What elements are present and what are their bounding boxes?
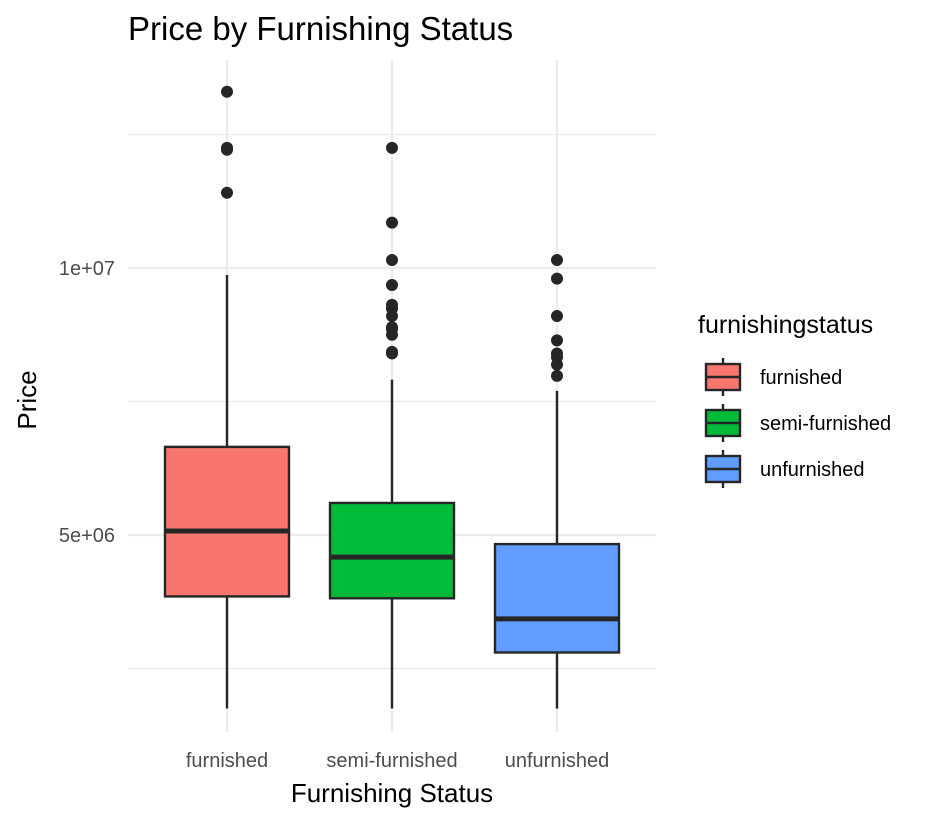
outlier-point — [551, 253, 563, 266]
legend-label: unfurnished — [760, 459, 865, 481]
iqr-box — [163, 445, 291, 598]
y-axis-ticks: 5e+06 1e+07 — [59, 258, 115, 547]
legend-key-semi-furnished — [704, 404, 742, 442]
legend-label: furnished — [760, 367, 842, 389]
y-axis-title: Price — [12, 370, 42, 429]
outlier-point — [386, 310, 398, 323]
outlier-point — [551, 358, 563, 371]
box-semi-furnished — [328, 141, 456, 709]
outlier-point — [386, 216, 398, 229]
x-axis-ticks: furnished semi-furnished unfurnished — [186, 750, 609, 772]
outlier-point — [221, 186, 233, 199]
outlier-point — [551, 334, 563, 347]
y-tick-label: 1e+07 — [59, 258, 115, 280]
x-tick-label: furnished — [186, 750, 268, 772]
legend-key-furnished — [704, 358, 742, 396]
y-tick-label: 5e+06 — [59, 525, 115, 547]
legend-label: semi-furnished — [760, 413, 891, 435]
chart-title: Price by Furnishing Status — [128, 10, 513, 47]
iqr-box — [328, 501, 456, 600]
x-axis-title: Furnishing Status — [291, 778, 493, 808]
x-tick-label: semi-furnished — [326, 750, 457, 772]
x-tick-label: unfurnished — [505, 750, 610, 772]
iqr-box — [493, 542, 621, 654]
outlier-point — [386, 328, 398, 341]
box-series — [163, 85, 621, 709]
outlier-point — [386, 347, 398, 360]
legend: furnishingstatus furnished semi-furnished… — [698, 311, 891, 488]
box-unfurnished — [493, 253, 621, 709]
box-furnished — [163, 85, 291, 709]
outlier-point — [221, 143, 233, 156]
outlier-point — [386, 253, 398, 266]
outlier-point — [386, 279, 398, 292]
outlier-point — [551, 272, 563, 285]
outlier-point — [551, 310, 563, 323]
outlier-point — [386, 141, 398, 154]
outlier-point — [551, 369, 563, 382]
outlier-point — [221, 85, 233, 98]
legend-title: furnishingstatus — [698, 311, 873, 339]
legend-key-unfurnished — [704, 450, 742, 488]
